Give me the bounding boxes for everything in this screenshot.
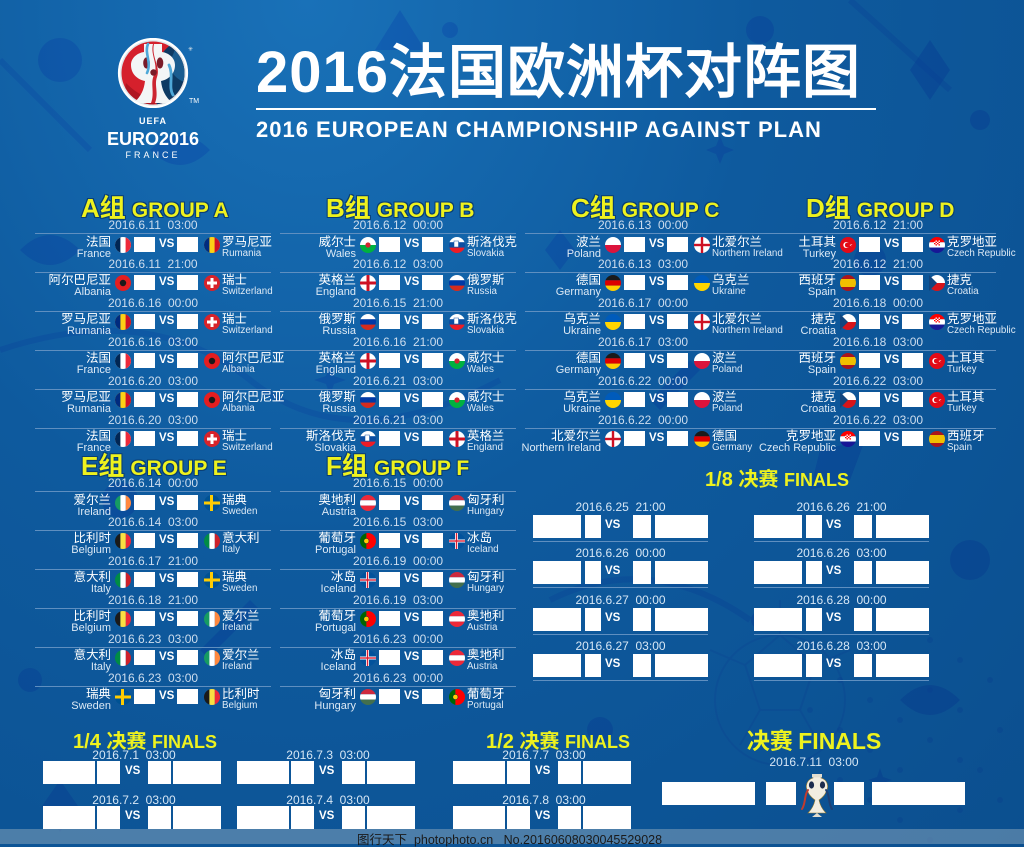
- svg-text:TM: TM: [189, 98, 199, 105]
- svg-text:✳: ✳: [188, 46, 193, 53]
- svg-text:UEFA: UEFA: [139, 116, 167, 126]
